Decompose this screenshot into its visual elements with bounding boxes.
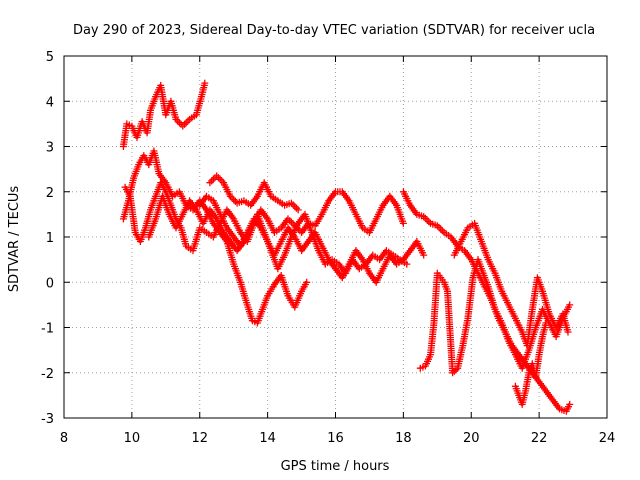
x-tick-label: 10 <box>124 431 141 446</box>
x-tick-label: 16 <box>327 431 344 446</box>
series-track-h <box>416 256 574 377</box>
series-track-a <box>119 79 209 150</box>
series-track-d <box>121 179 407 255</box>
series-markers <box>196 192 428 286</box>
series-track-f <box>196 192 428 286</box>
x-tick-label: 8 <box>60 431 68 446</box>
series-track-c <box>206 172 302 214</box>
x-tick-label: 24 <box>599 431 616 446</box>
x-tick-label: 20 <box>463 431 480 446</box>
series-markers <box>206 172 302 214</box>
series-markers <box>511 319 550 408</box>
y-tick-label: -3 <box>41 412 54 427</box>
series-track-i <box>450 219 572 350</box>
series-markers <box>416 256 574 377</box>
series-markers <box>450 219 572 350</box>
y-tick-label: 1 <box>46 231 54 246</box>
x-tick-label: 18 <box>395 431 412 446</box>
series-track-j <box>511 319 550 408</box>
y-tick-label: -1 <box>41 322 54 337</box>
y-tick-label: -2 <box>41 367 54 382</box>
y-tick-label: 0 <box>46 276 54 291</box>
y-axis-label: SDTVAR / TECUs <box>7 186 22 293</box>
series-track-b <box>119 147 311 327</box>
x-tick-label: 12 <box>191 431 208 446</box>
y-tick-label: 4 <box>46 95 54 110</box>
y-axis-ticks: -3 -2 -1 0 1 2 3 4 5 <box>41 50 607 427</box>
data-points <box>119 79 574 415</box>
y-tick-label: 2 <box>46 186 54 201</box>
series-markers <box>119 79 209 150</box>
series-markers <box>119 147 311 327</box>
x-axis-label: GPS time / hours <box>281 459 390 474</box>
chart-title: Day 290 of 2023, Sidereal Day-to-day VTE… <box>73 23 595 38</box>
x-tick-label: 22 <box>531 431 548 446</box>
series-markers <box>121 179 407 255</box>
y-tick-label: 3 <box>46 141 54 156</box>
y-tick-label: 5 <box>46 50 54 65</box>
x-axis-ticks: 8 10 12 14 16 18 20 22 24 <box>60 56 615 446</box>
x-tick-label: 14 <box>259 431 276 446</box>
